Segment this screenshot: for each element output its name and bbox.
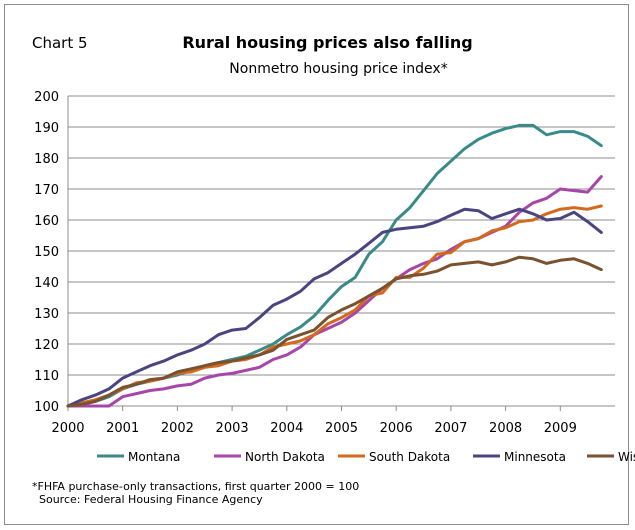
chart-title: Rural housing prices also falling [182,33,473,52]
y-tick-label: 200 [34,90,59,105]
source-note: Source: Federal Housing Finance Agency [39,493,263,506]
x-tick-label: 2005 [325,421,358,436]
series-line-montana [66,123,603,408]
legend-label: Minnesota [504,450,566,464]
x-tick-label: 2003 [216,421,249,436]
legend-label: North Dakota [245,450,325,464]
x-tick-label: 2008 [489,421,522,436]
x-tick-label: 2001 [106,421,139,436]
x-tick-label: 2006 [380,421,413,436]
x-tick-label: 2000 [51,421,84,436]
y-tick-label: 140 [34,276,59,291]
y-tick-label: 180 [34,152,59,167]
y-tick-label: 170 [34,183,59,198]
chart-subtitle: Nonmetro housing price index* [229,61,448,77]
x-tick-label: 2009 [544,421,577,436]
y-tick-label: 120 [34,338,59,353]
chart-frame [4,4,629,525]
chart-number-label: Chart 5 [32,34,88,52]
footnote: *FHFA purchase-only transactions, first … [32,480,360,493]
legend-label: Wisconsin [618,450,635,464]
y-tick-label: 190 [34,121,59,136]
y-tick-label: 110 [34,369,59,384]
y-tick-label: 100 [34,400,59,415]
series-line-minnesota [66,207,603,408]
legend-label: South Dakota [369,450,450,464]
y-tick-label: 130 [34,307,59,322]
x-tick-label: 2002 [161,421,194,436]
x-tick-label: 2004 [270,421,303,436]
y-tick-label: 160 [34,214,59,229]
series-line-wisconsin [66,255,603,408]
y-tick-label: 150 [34,245,59,260]
x-tick-label: 2007 [434,421,467,436]
series-line-south-dakota [66,204,603,408]
series-line-north-dakota [66,175,603,408]
legend-label: Montana [128,450,180,464]
